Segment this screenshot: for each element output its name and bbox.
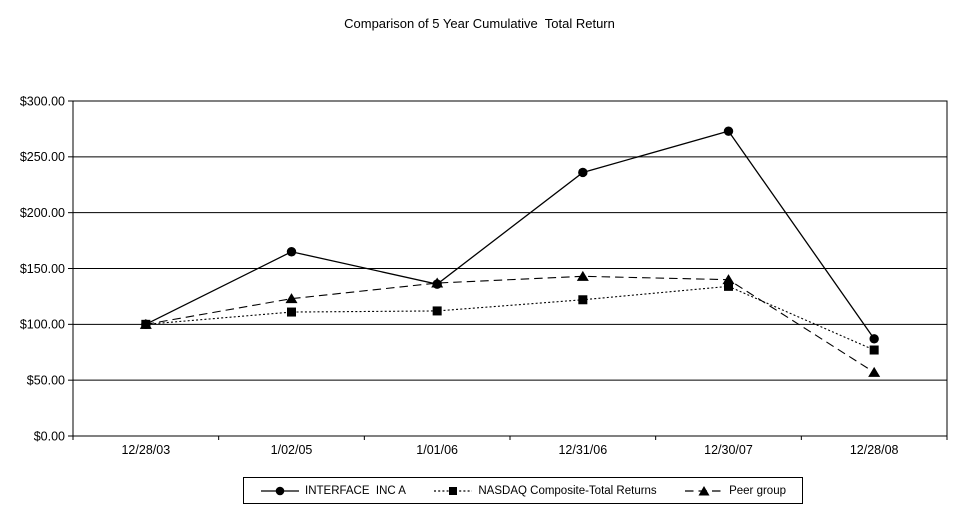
x-axis-label: 12/30/07 <box>704 443 753 457</box>
data-point-circle <box>578 167 588 178</box>
x-axis-label: 12/28/08 <box>850 443 899 457</box>
data-point-square <box>724 281 733 291</box>
chart-title: Comparison of 5 Year Cumulative Total Re… <box>344 16 615 31</box>
legend: INTERFACE INC A NASDAQ Composite-Total Re… <box>243 477 803 504</box>
data-point-circle <box>723 126 734 136</box>
x-axis-label: 12/28/03 <box>121 443 170 457</box>
y-axis-label: $250.00 <box>20 150 65 164</box>
data-point-triangle <box>868 366 881 377</box>
circle-marker-icon <box>261 486 299 495</box>
data-point-triangle <box>285 293 298 304</box>
series-line-nasdaq-composite-total-returns <box>145 285 875 351</box>
x-axis-label: 12/31/06 <box>558 443 607 457</box>
legend-label: Peer group <box>729 484 786 497</box>
legend-label: NASDAQ Composite-Total Returns <box>478 484 657 497</box>
data-point-triangle <box>722 274 735 285</box>
data-point-triangle <box>576 270 589 281</box>
square-marker-icon <box>434 486 473 495</box>
series-line-peer-group <box>145 275 875 373</box>
data-point-circle <box>286 247 297 257</box>
legend-item: INTERFACE INC A <box>260 485 406 497</box>
y-axis-label: $100.00 <box>20 318 65 332</box>
y-axis-label: $300.00 <box>20 94 65 108</box>
data-point-circle <box>141 319 151 330</box>
triangle-marker-icon <box>685 485 724 495</box>
data-point-square <box>432 306 442 316</box>
legend-label: INTERFACE INC A <box>305 484 406 497</box>
legend-item: NASDAQ Composite-Total Returns <box>433 484 657 497</box>
series-line-interface-inc-a <box>145 130 875 340</box>
y-axis-label: $200.00 <box>20 206 65 220</box>
data-point-square <box>578 295 588 305</box>
y-axis-label: $50.00 <box>27 374 65 388</box>
legend-item: Peer group <box>684 485 786 497</box>
x-axis-label: 1/01/06 <box>416 443 458 457</box>
data-point-circle <box>869 334 879 344</box>
x-axis-label: 1/02/05 <box>271 443 313 457</box>
y-axis-label: $150.00 <box>20 262 65 276</box>
y-axis-label: $0.00 <box>34 429 65 443</box>
data-point-circle <box>432 279 442 289</box>
data-point-square <box>287 307 296 317</box>
data-point-square <box>869 345 879 355</box>
